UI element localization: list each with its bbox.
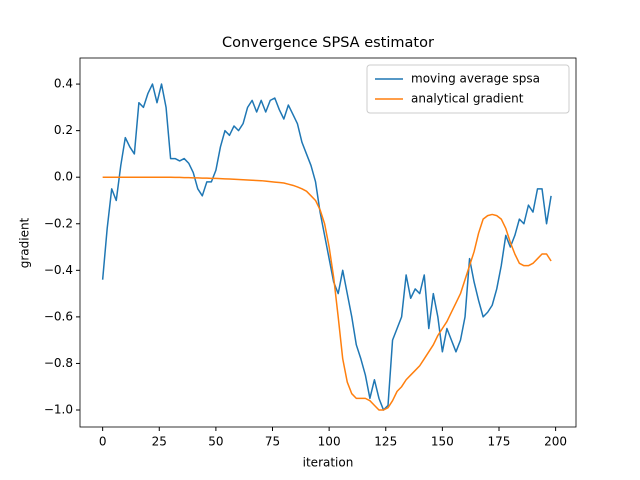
x-tick-label: 75 [265,435,280,449]
y-tick-label: −0.2 [44,216,73,230]
x-tick-label: 150 [431,435,454,449]
x-tick-label: 125 [374,435,397,449]
legend-label: moving average spsa [411,72,540,86]
legend-label: analytical gradient [411,92,524,106]
series-line [101,83,552,411]
y-tick-label: −1.0 [44,403,73,417]
y-tick-label: −0.6 [44,309,73,323]
y-tick-label: 0.2 [54,123,73,137]
x-axis-label: iteration [303,456,354,470]
x-tick-label: 100 [318,435,341,449]
y-axis-label: gradient [18,217,32,268]
legend-box [366,64,570,114]
series-line [102,176,552,411]
x-tick-label: 25 [152,435,167,449]
chart-title: Convergence SPSA estimator [222,35,434,51]
y-tick-label: 0.0 [54,170,73,184]
x-tick-label: 200 [544,435,567,449]
x-tick-label: 0 [99,435,107,449]
y-tick-label: −0.8 [44,356,73,370]
x-tick-label: 50 [208,435,223,449]
plot-frame [79,57,577,428]
y-tick-label: −0.4 [44,263,73,277]
y-tick-label: 0.4 [54,77,73,91]
x-tick-label: 175 [488,435,511,449]
